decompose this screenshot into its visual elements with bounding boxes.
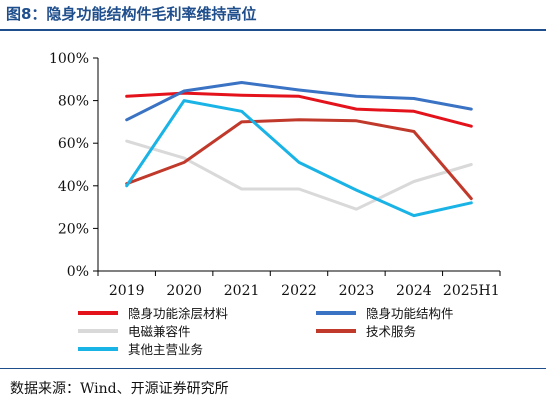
y-tick-label: 100% (49, 51, 89, 67)
series-line (125, 81, 473, 122)
y-tick-label: 0% (67, 264, 89, 280)
legend-swatch (78, 328, 118, 333)
legend-label: 隐身功能涂层材料 (128, 306, 229, 321)
legend-item: 技术服务 (316, 321, 416, 340)
series-line (125, 99, 473, 218)
x-tick-label: 2024 (396, 283, 432, 299)
legend-item: 电磁兼容件 (78, 321, 191, 340)
source-note: 数据来源：Wind、开源证券研究所 (10, 381, 229, 397)
legend-item: 隐身功能涂层材料 (78, 303, 228, 322)
legend-swatch (78, 310, 118, 315)
line-chart: 0% 20% 40% 60% 80% 100% 2019 2020 2021 2022 2023 20… (49, 51, 501, 299)
x-tick-label: 2019 (109, 283, 145, 299)
x-tick-label: 2021 (224, 283, 260, 299)
series-line (125, 139, 473, 211)
x-tick-label: 2020 (166, 283, 202, 299)
x-tick-label: 2025H1 (443, 283, 500, 299)
legend-swatch (78, 346, 118, 351)
y-tick-label: 20% (58, 221, 89, 237)
legend-label: 其他主营业务 (128, 342, 204, 357)
series-line (125, 118, 473, 201)
legend-swatch (316, 310, 356, 315)
x-tick-label: 2022 (281, 283, 317, 299)
title-rule (0, 29, 546, 31)
legend-label: 技术服务 (366, 324, 417, 339)
legend-item: 隐身功能结构件 (316, 303, 454, 322)
x-tick-label: 2023 (339, 283, 375, 299)
y-tick-label: 80% (58, 94, 89, 110)
figure-title: 图8：隐身功能结构件毛利率维持高位 (6, 5, 257, 23)
legend-swatch (316, 328, 356, 333)
series-line (125, 91, 473, 128)
y-tick-label: 40% (58, 179, 89, 195)
legend-label: 隐身功能结构件 (366, 306, 454, 321)
source-rule (0, 368, 546, 369)
y-tick-label: 60% (58, 136, 89, 152)
legend-item: 其他主营业务 (78, 339, 203, 358)
legend-label: 电磁兼容件 (128, 324, 191, 339)
